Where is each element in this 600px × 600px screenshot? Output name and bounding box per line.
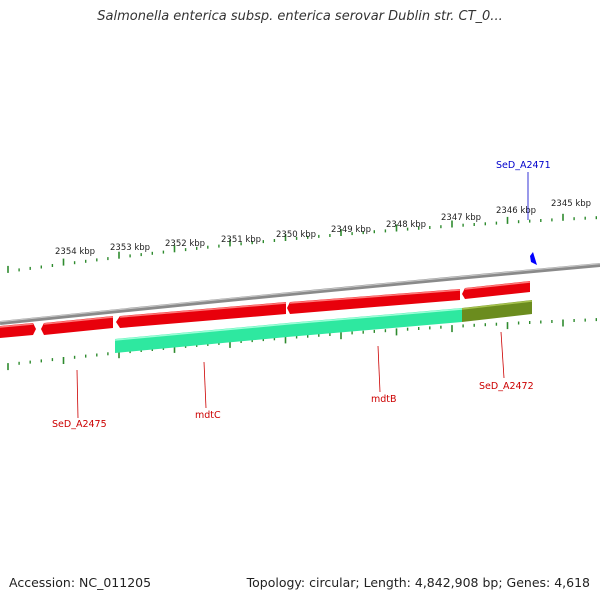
map-title: Salmonella enterica subsp. enterica sero…	[97, 9, 503, 24]
scale-label: 2348 kbp	[386, 220, 426, 230]
outer-tick-ring	[7, 213, 597, 273]
scale-label: 2353 kbp	[110, 243, 150, 253]
gene-label-SeD_A2471[interactable]: SeD_A2471	[496, 160, 551, 171]
gene-label-SeD_A2472[interactable]: SeD_A2472	[479, 381, 534, 392]
gene-mdtC[interactable]	[115, 323, 287, 353]
backbone-ring	[0, 263, 600, 325]
scale-label: 2350 kbp	[276, 230, 316, 240]
gene-red-2[interactable]	[41, 316, 113, 335]
accession-text: Accession: NC_011205	[9, 575, 152, 590]
gene-label-lines	[76, 172, 529, 419]
gene-red-highlight	[0, 281, 531, 328]
scale-label: 2345 kbp	[551, 199, 591, 209]
scale-label: 2354 kbp	[55, 247, 95, 257]
scale-label: 2352 kbp	[165, 239, 205, 249]
gene-label-mdtC[interactable]: mdtC	[195, 410, 221, 421]
gene-label-mdtB[interactable]: mdtB	[371, 394, 397, 405]
gene-olive-highlight	[461, 300, 533, 310]
scale-labels: 2354 kbp 2353 kbp 2352 kbp 2351 kbp 2350…	[55, 199, 591, 257]
gene-label-SeD_A2475[interactable]: SeD_A2475	[52, 419, 107, 430]
gene-SeD_A2471-marker[interactable]	[530, 252, 537, 265]
genome-summary-text: Topology: circular; Length: 4,842,908 bp…	[246, 575, 590, 590]
scale-label: 2347 kbp	[441, 213, 481, 223]
gene-track-red	[0, 281, 531, 338]
backbone-highlight	[0, 263, 600, 323]
gene-red-4[interactable]	[287, 289, 460, 314]
gene-track-green	[114, 300, 533, 353]
scale-label: 2351 kbp	[221, 235, 261, 245]
gene-red-3[interactable]	[116, 302, 286, 328]
gene-green-highlight	[114, 308, 463, 341]
scale-label: 2346 kbp	[496, 206, 536, 216]
gene-mdtB[interactable]	[287, 308, 462, 337]
scale-label: 2349 kbp	[331, 225, 371, 235]
gene-red-5[interactable]	[462, 281, 530, 299]
gene-SeD_A2472[interactable]	[462, 300, 532, 322]
